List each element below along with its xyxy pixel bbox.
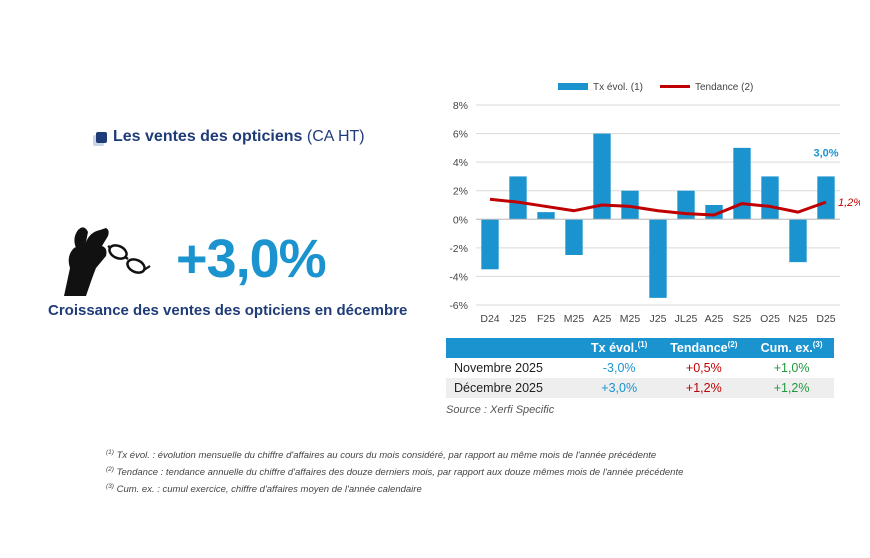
x-tick-label: J25 bbox=[510, 313, 527, 325]
bar bbox=[481, 219, 499, 270]
bar bbox=[817, 176, 835, 220]
legend-bar-label: Tx évol. (1) bbox=[593, 82, 643, 93]
sales-growth-chart: -6% -4% -2% 0% 2% 4% 6% 8% D24 J25 F25 M25 A25 M25 J25… bbox=[449, 82, 860, 325]
x-tick-label: J25 bbox=[650, 313, 667, 325]
footnote: (1) Tx évol. : évolution mensuelle du ch… bbox=[106, 449, 657, 462]
hand-holding-glasses-icon bbox=[64, 227, 151, 296]
table-row: Décembre 2025 +3,0% +1,2% +1,2% bbox=[446, 378, 834, 398]
footnotes: (1) Tx évol. : évolution mensuelle du ch… bbox=[106, 446, 683, 497]
table-header-empty bbox=[446, 338, 580, 358]
footnote: (3) Cum. ex. : cumul exercice, chiffre d… bbox=[106, 483, 422, 496]
legend-bar-swatch bbox=[558, 83, 588, 90]
square-bullet-icon bbox=[96, 131, 107, 143]
section-title: Les ventes des opticiens (CA HT) bbox=[96, 128, 365, 146]
row-tx-value: -3,0% bbox=[580, 358, 659, 378]
legend-trend-label: Tendance (2) bbox=[695, 82, 753, 93]
summary-table: Tx évol.(1) Tendance(2) Cum. ex.(3) Nove… bbox=[446, 338, 834, 398]
headline-value: +3,0% bbox=[176, 229, 327, 289]
y-tick-label: -6% bbox=[449, 300, 468, 312]
x-tick-label: S25 bbox=[733, 313, 752, 325]
row-cum-value: +1,2% bbox=[749, 378, 834, 398]
table-header-tendance: Tendance(2) bbox=[658, 338, 750, 358]
headline-caption: Croissance des ventes des opticiens en d… bbox=[48, 302, 408, 319]
table-header-row: Tx évol.(1) Tendance(2) Cum. ex.(3) bbox=[446, 338, 834, 358]
row-tendance-value: +0,5% bbox=[658, 358, 750, 378]
x-tick-label: A25 bbox=[705, 313, 724, 325]
bar bbox=[593, 133, 611, 220]
bar bbox=[733, 147, 751, 220]
table-header-cum: Cum. ex.(3) bbox=[749, 338, 834, 358]
y-tick-label: 6% bbox=[453, 129, 468, 141]
bar bbox=[537, 212, 555, 220]
x-tick-label: M25 bbox=[620, 313, 641, 325]
trend-line bbox=[489, 197, 827, 217]
y-tick-label: 4% bbox=[453, 157, 468, 169]
footnote: (2) Tendance : tendance annuelle du chif… bbox=[106, 466, 684, 479]
bar bbox=[509, 176, 527, 220]
last-trend-label: 1,2% bbox=[838, 197, 860, 209]
x-tick-label: N25 bbox=[788, 313, 807, 325]
section-title-text: Les ventes des opticiens (CA HT) bbox=[113, 128, 365, 145]
source-note: Source : Xerfi Specific bbox=[446, 404, 555, 416]
bar bbox=[789, 219, 807, 263]
x-tick-label: JL25 bbox=[675, 313, 698, 325]
x-tick-label: A25 bbox=[593, 313, 612, 325]
y-tick-label: -2% bbox=[449, 243, 468, 255]
table-header-tx: Tx évol.(1) bbox=[580, 338, 659, 358]
bar bbox=[565, 219, 583, 255]
bar bbox=[761, 176, 779, 220]
y-tick-label: 0% bbox=[453, 214, 468, 226]
table-row: Novembre 2025 -3,0% +0,5% +1,0% bbox=[446, 358, 834, 378]
x-tick-label: D24 bbox=[480, 313, 499, 325]
x-tick-label: M25 bbox=[564, 313, 585, 325]
row-tendance-value: +1,2% bbox=[658, 378, 750, 398]
y-tick-label: 8% bbox=[453, 100, 468, 112]
bar bbox=[649, 219, 667, 298]
last-bar-label: 3,0% bbox=[813, 147, 838, 159]
y-tick-label: -4% bbox=[449, 271, 468, 283]
x-tick-label: O25 bbox=[760, 313, 780, 325]
row-label: Novembre 2025 bbox=[446, 358, 580, 378]
y-tick-label: 2% bbox=[453, 186, 468, 198]
x-tick-label: D25 bbox=[816, 313, 835, 325]
x-tick-label: F25 bbox=[537, 313, 555, 325]
row-tx-value: +3,0% bbox=[580, 378, 659, 398]
row-cum-value: +1,0% bbox=[749, 358, 834, 378]
row-label: Décembre 2025 bbox=[446, 378, 580, 398]
